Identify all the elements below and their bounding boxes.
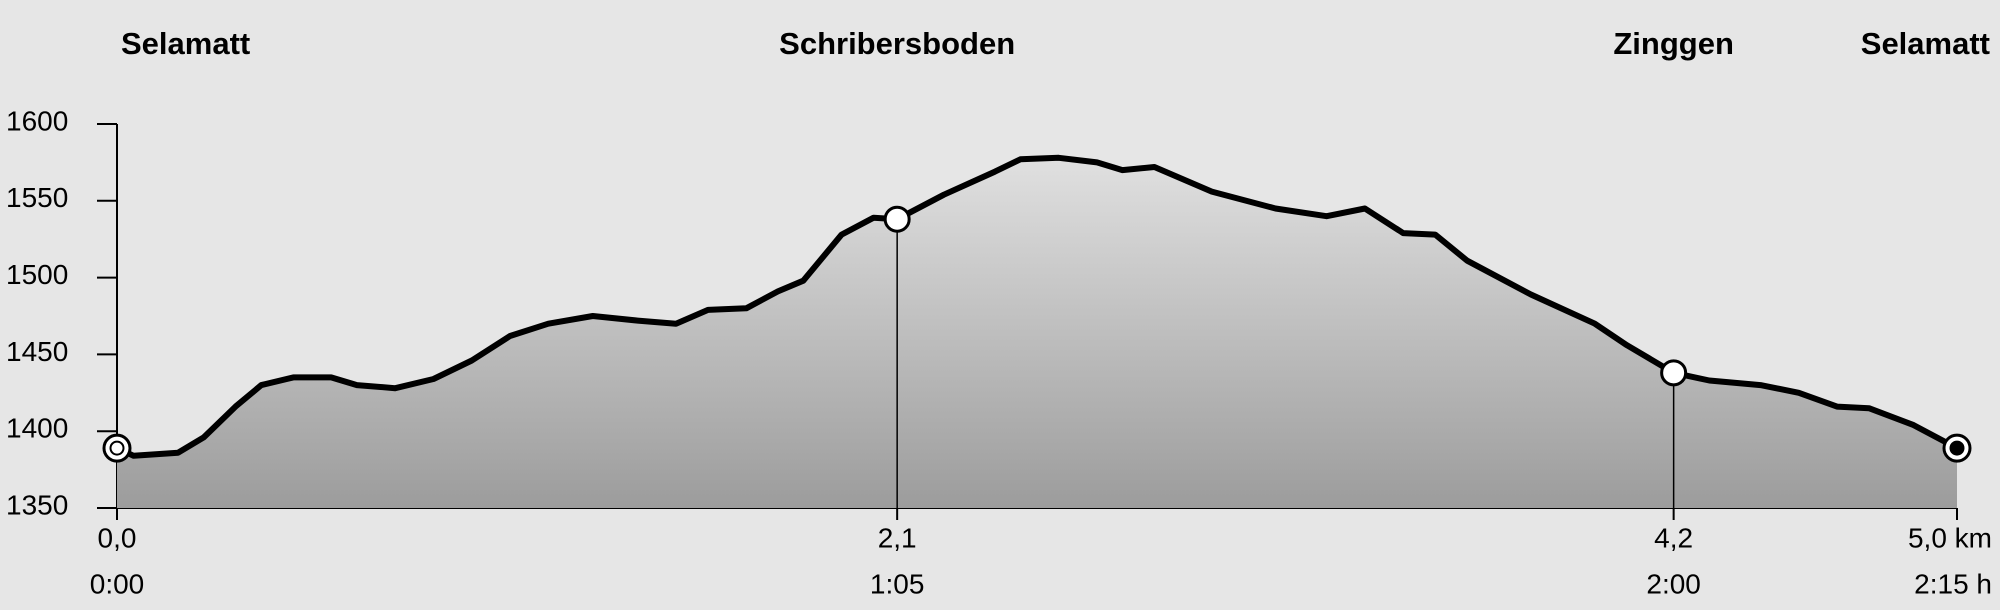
y-tick-label: 1600 bbox=[6, 105, 68, 136]
waypoint-marker bbox=[1660, 359, 1688, 387]
elevation-area bbox=[117, 157, 1957, 509]
time-label: 2:00 bbox=[1646, 568, 1701, 599]
waypoint-marker-inner bbox=[1949, 440, 1965, 456]
waypoint-marker bbox=[883, 205, 911, 233]
time-label: 0:00 bbox=[90, 568, 145, 599]
y-tick-label: 1350 bbox=[6, 489, 68, 520]
x-tick-label: 4,2 bbox=[1654, 522, 1693, 553]
x-tick-label: 0,0 bbox=[98, 522, 137, 553]
y-tick-label: 1450 bbox=[6, 336, 68, 367]
y-tick-label: 1550 bbox=[6, 182, 68, 213]
time-label: 2:15 h bbox=[1914, 568, 1992, 599]
x-tick-label: 5,0 km bbox=[1908, 522, 1992, 553]
y-tick-label: 1400 bbox=[6, 413, 68, 444]
waypoint-name: Selamatt bbox=[121, 26, 250, 61]
waypoint-marker-inner bbox=[109, 440, 125, 456]
waypoint-name: Schribersboden bbox=[779, 26, 1015, 61]
time-label: 1:05 bbox=[870, 568, 925, 599]
waypoint-name: Zinggen bbox=[1613, 26, 1734, 61]
elevation-line bbox=[114, 154, 1960, 459]
waypoint-name: Selamatt bbox=[1861, 26, 1990, 61]
x-tick-label: 2,1 bbox=[878, 522, 917, 553]
y-tick-label: 1500 bbox=[6, 259, 68, 290]
